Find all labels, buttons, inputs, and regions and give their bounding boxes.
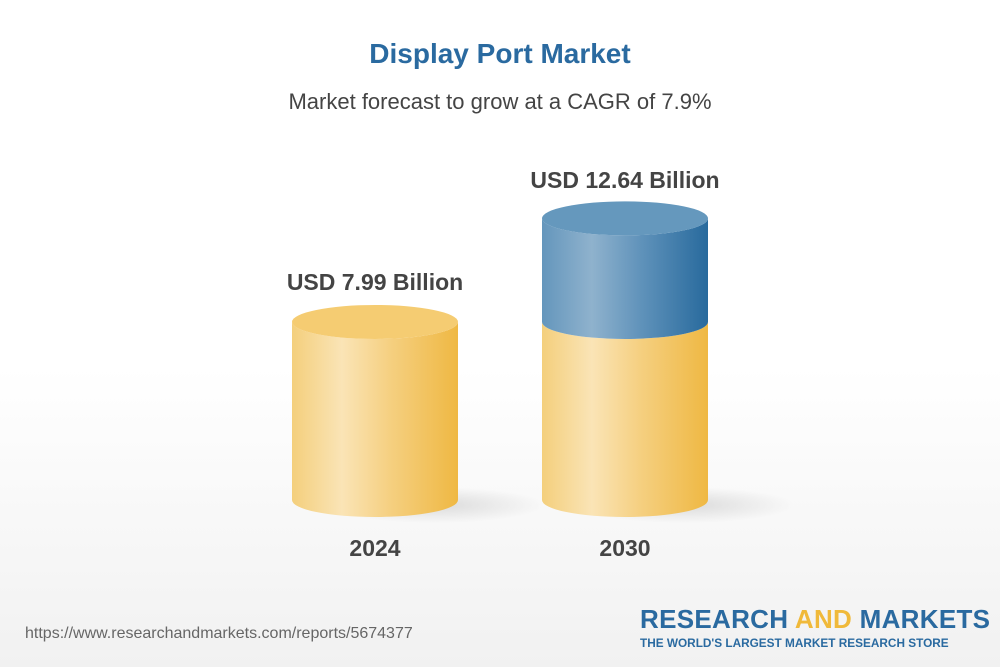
logo-text-markets: MARKETS <box>852 604 991 634</box>
cylinder-base-segment-2030 <box>542 321 708 517</box>
logo-tagline: THE WORLD'S LARGEST MARKET RESEARCH STOR… <box>640 636 949 650</box>
logo-text-research: RESEARCH <box>640 604 795 634</box>
cylinder-top-2030 <box>542 201 708 236</box>
chart-title: Display Port Market <box>369 38 631 69</box>
cylinder-growth-segment-2030 <box>542 218 708 339</box>
cylinder-bar-2024 <box>292 321 458 517</box>
source-url[interactable]: https://www.researchandmarkets.com/repor… <box>25 625 413 642</box>
category-label-2024: 2024 <box>349 535 400 561</box>
logo-text-and: AND <box>794 604 853 634</box>
data-label-2030: USD 12.64 Billion <box>530 167 719 193</box>
category-label-2030: 2030 <box>599 535 650 561</box>
data-label-2024: USD 7.99 Billion <box>287 269 463 295</box>
research-and-markets-logo: RESEARCH AND MARKETS THE WORLD'S LARGEST… <box>640 604 990 650</box>
cylinder-top-2024 <box>292 304 458 339</box>
chart-subtitle: Market forecast to grow at a CAGR of 7.9… <box>288 89 712 114</box>
